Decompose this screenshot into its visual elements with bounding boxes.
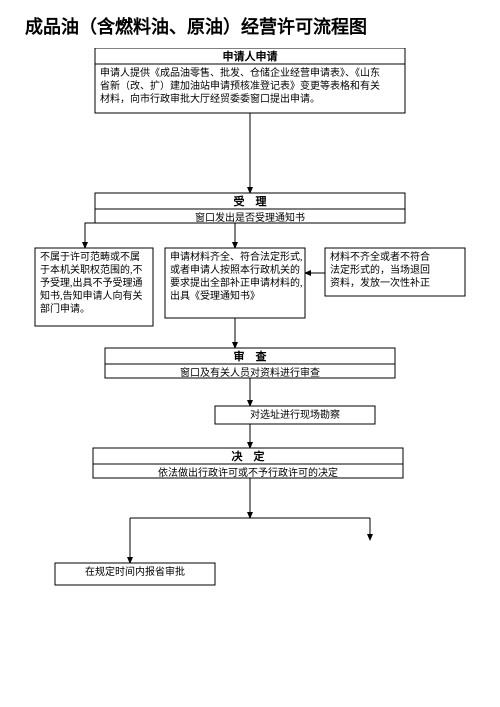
node-apply: 申请人申请申请人提供《成品油零售、批发、仓储企业经营申请表》、《山东省新（改、扩… xyxy=(95,48,405,113)
svg-text:材料不齐全或者不符合: 材料不齐全或者不符合 xyxy=(330,250,430,263)
node-review: 审 查窗口及有关人员对资料进行审查 xyxy=(105,348,395,379)
node-survey: 对选址进行现场勘察 xyxy=(215,406,375,424)
page-title: 成品油（含燃料油、原油）经营许可流程图 xyxy=(25,15,475,40)
node-reject: 不属于许可范畴或不属于本机关职权范围的,不予受理,出具不予受理通知书,告知申请人… xyxy=(35,248,153,326)
node-decide: 决 定依法做出行政许可或不予行政许可的决定 xyxy=(93,448,403,479)
svg-text:窗口及有关人员对资料进行审查: 窗口及有关人员对资料进行审查 xyxy=(180,366,320,379)
node-accept: 受 理窗口发出是否受理通知书 xyxy=(95,193,405,224)
svg-text:予受理,出具不予受理通: 予受理,出具不予受理通 xyxy=(40,276,143,289)
svg-text:不属于许可范畴或不属: 不属于许可范畴或不属 xyxy=(40,250,140,263)
svg-text:知书,告知申请人向有关: 知书,告知申请人向有关 xyxy=(40,289,143,302)
svg-text:决 定: 决 定 xyxy=(232,449,265,463)
svg-text:资料，发放一次性补正: 资料，发放一次性补正 xyxy=(330,276,430,289)
svg-text:受 理: 受 理 xyxy=(234,194,267,208)
svg-text:法定形式的，当场退回: 法定形式的，当场退回 xyxy=(330,263,430,276)
svg-text:要求提出全部补正申请材料的,: 要求提出全部补正申请材料的, xyxy=(170,276,303,289)
node-supplement: 材料不齐全或者不符合法定形式的，当场退回资料，发放一次性补正 xyxy=(325,248,465,296)
svg-text:出具《受理通知书》: 出具《受理通知书》 xyxy=(170,289,260,302)
svg-text:申请材料齐全、符合法定形式,: 申请材料齐全、符合法定形式, xyxy=(170,250,303,263)
svg-text:申请人提供《成品油零售、批发、仓储企业经营申请表》、《山东: 申请人提供《成品油零售、批发、仓储企业经营申请表》、《山东 xyxy=(100,66,380,79)
svg-text:材料，向市行政审批大厅经贸委委窗口提出申请。: 材料，向市行政审批大厅经贸委委窗口提出申请。 xyxy=(100,92,320,105)
svg-text:省新（改、扩）建加油站申请预核准登记表》变更等表格和有关: 省新（改、扩）建加油站申请预核准登记表》变更等表格和有关 xyxy=(100,79,380,92)
node-report: 在规定时间内报省审批 xyxy=(55,563,215,585)
svg-text:审 查: 审 查 xyxy=(234,349,267,363)
svg-text:依法做出行政许可或不予行政许可的决定: 依法做出行政许可或不予行政许可的决定 xyxy=(158,466,338,479)
svg-text:于本机关职权范围的,不: 于本机关职权范围的,不 xyxy=(40,263,143,276)
svg-text:窗口发出是否受理通知书: 窗口发出是否受理通知书 xyxy=(195,211,305,224)
flowchart-canvas: 申请人申请申请人提供《成品油零售、批发、仓储企业经营申请表》、《山东省新（改、扩… xyxy=(25,48,475,608)
svg-text:部门申请。: 部门申请。 xyxy=(40,302,90,315)
node-complete: 申请材料齐全、符合法定形式,或者申请人按照本行政机关的要求提出全部补正申请材料的… xyxy=(165,248,305,318)
svg-text:对选址进行现场勘察: 对选址进行现场勘察 xyxy=(250,408,340,421)
svg-text:申请人申请: 申请人申请 xyxy=(223,49,278,63)
svg-text:在规定时间内报省审批: 在规定时间内报省审批 xyxy=(85,565,185,578)
svg-text:或者申请人按照本行政机关的: 或者申请人按照本行政机关的 xyxy=(170,263,300,276)
